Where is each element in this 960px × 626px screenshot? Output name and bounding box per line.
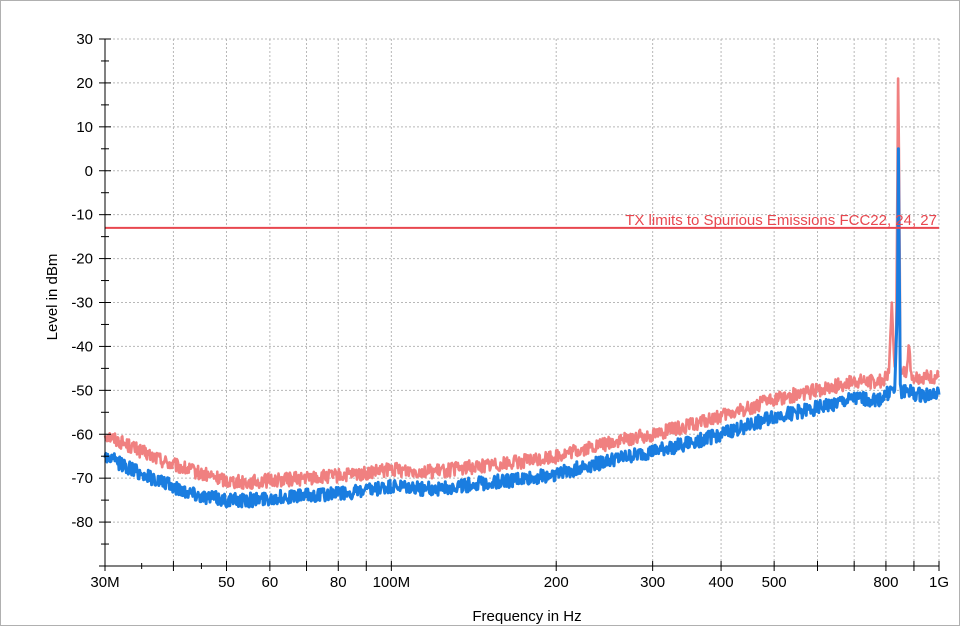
y-tick-label: -20 bbox=[71, 251, 93, 268]
x-tick-label: 30M bbox=[90, 574, 119, 591]
x-tick-label: 800 bbox=[873, 574, 898, 591]
x-tick-label: 300 bbox=[640, 574, 665, 591]
x-tick-labels: 30M 50 60 80 100M 200 300 400 500 800 1G bbox=[90, 574, 949, 591]
y-tick-label: -60 bbox=[71, 426, 93, 443]
y-tick-label: -50 bbox=[71, 382, 93, 399]
y-tick-label: 30 bbox=[76, 31, 93, 48]
x-tick-label: 200 bbox=[544, 574, 569, 591]
axes bbox=[99, 38, 940, 571]
y-tick-label: -40 bbox=[71, 338, 93, 355]
limit-layer: TX limits to Spurious Emissions FCC22, 2… bbox=[105, 212, 939, 229]
y-tick-label: -70 bbox=[71, 470, 93, 487]
x-tick-label: 60 bbox=[262, 574, 279, 591]
y-tick-labels: 30 20 10 0 -10 -20 -30 -40 -50 -60 -70 -80 bbox=[71, 31, 93, 531]
series-line-max bbox=[103, 77, 941, 490]
x-tick-label: 100M bbox=[373, 574, 411, 591]
y-tick-label: -30 bbox=[71, 295, 93, 312]
y-tick-label: 20 bbox=[76, 75, 93, 92]
x-tick-label: 500 bbox=[762, 574, 787, 591]
x-tick-label: 80 bbox=[330, 574, 347, 591]
x-tick-label: 50 bbox=[218, 574, 235, 591]
x-axis-title: Frequency in Hz bbox=[472, 608, 581, 625]
y-tick-label: -80 bbox=[71, 514, 93, 531]
grid bbox=[104, 38, 940, 566]
series-layer bbox=[103, 77, 941, 509]
y-tick-label: 10 bbox=[76, 119, 93, 136]
series-line-avg bbox=[103, 147, 941, 509]
x-tick-label: 1G bbox=[929, 574, 949, 591]
y-tick-label: 0 bbox=[85, 163, 93, 180]
limit-line-label: TX limits to Spurious Emissions FCC22, 2… bbox=[625, 212, 937, 229]
x-tick-label: 400 bbox=[709, 574, 734, 591]
y-tick-label: -10 bbox=[71, 207, 93, 224]
y-axis-title: Level in dBm bbox=[44, 254, 61, 341]
